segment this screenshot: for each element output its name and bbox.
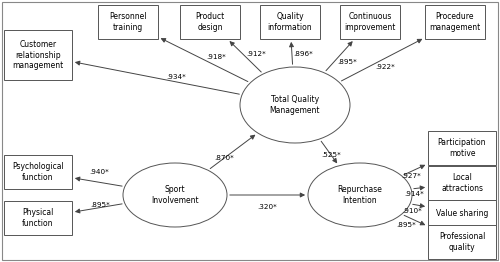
Text: .910*: .910* (402, 208, 422, 214)
Text: Physical
function: Physical function (22, 208, 54, 228)
Text: .896*: .896* (293, 51, 313, 57)
FancyBboxPatch shape (4, 201, 72, 235)
Text: .934*: .934* (166, 74, 186, 80)
Text: .940*: .940* (90, 169, 110, 175)
FancyBboxPatch shape (260, 5, 320, 39)
Text: .927*: .927* (401, 173, 421, 179)
Text: Total Quality
Management: Total Quality Management (270, 95, 320, 115)
Text: Procedure
management: Procedure management (430, 12, 480, 32)
Text: Sport
Involvement: Sport Involvement (151, 185, 199, 205)
Text: .914*: .914* (404, 191, 424, 197)
Text: Personnel
training: Personnel training (109, 12, 147, 32)
Ellipse shape (123, 163, 227, 227)
Text: Local
attractions: Local attractions (441, 173, 483, 193)
FancyBboxPatch shape (428, 166, 496, 200)
Text: .918*: .918* (206, 54, 227, 60)
Text: Quality
information: Quality information (268, 12, 312, 32)
Text: .895*: .895* (90, 203, 110, 209)
Ellipse shape (240, 67, 350, 143)
FancyBboxPatch shape (4, 155, 72, 189)
Ellipse shape (308, 163, 412, 227)
FancyBboxPatch shape (98, 5, 158, 39)
Text: Customer
relationship
management: Customer relationship management (12, 40, 64, 70)
Text: .870*: .870* (214, 155, 234, 161)
FancyBboxPatch shape (180, 5, 240, 39)
Text: .922*: .922* (376, 64, 396, 70)
Text: .912*: .912* (246, 51, 266, 57)
Text: Psychological
function: Psychological function (12, 162, 64, 182)
Text: Participation
motive: Participation motive (438, 138, 486, 158)
FancyBboxPatch shape (428, 200, 496, 226)
Text: Repurchase
Intention: Repurchase Intention (338, 185, 382, 205)
Text: .895*: .895* (338, 59, 357, 65)
FancyBboxPatch shape (425, 5, 485, 39)
FancyBboxPatch shape (428, 131, 496, 165)
Text: Professional
quality: Professional quality (439, 232, 485, 252)
FancyBboxPatch shape (428, 225, 496, 259)
Text: Product
design: Product design (196, 12, 224, 32)
FancyBboxPatch shape (4, 30, 72, 80)
Text: .525*: .525* (322, 151, 342, 157)
Text: .320*: .320* (258, 204, 278, 210)
FancyBboxPatch shape (340, 5, 400, 39)
Text: .895*: .895* (396, 222, 416, 228)
Text: Value sharing: Value sharing (436, 209, 488, 217)
Text: Continuous
improvement: Continuous improvement (344, 12, 396, 32)
